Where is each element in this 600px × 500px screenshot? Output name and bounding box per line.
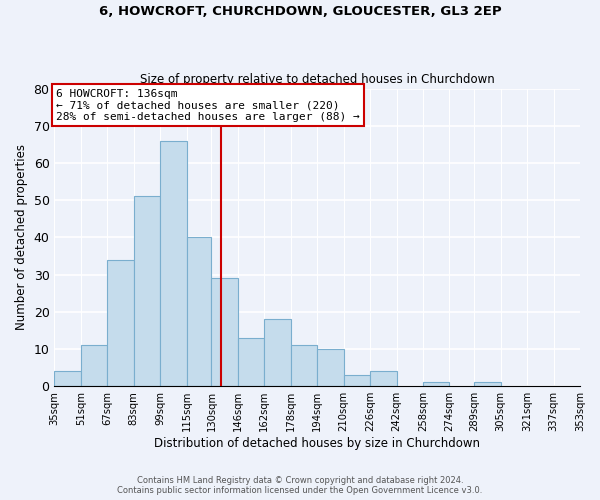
Bar	[474, 382, 500, 386]
Bar	[160, 140, 187, 386]
Title: Size of property relative to detached houses in Churchdown: Size of property relative to detached ho…	[140, 73, 494, 86]
Bar	[134, 196, 160, 386]
Y-axis label: Number of detached properties: Number of detached properties	[15, 144, 28, 330]
Bar	[370, 372, 397, 386]
Bar	[265, 319, 291, 386]
Bar	[423, 382, 449, 386]
Bar	[81, 346, 107, 386]
Text: 6 HOWCROFT: 136sqm
← 71% of detached houses are smaller (220)
28% of semi-detach: 6 HOWCROFT: 136sqm ← 71% of detached hou…	[56, 88, 360, 122]
Bar	[344, 375, 370, 386]
Bar	[211, 278, 238, 386]
Text: 6, HOWCROFT, CHURCHDOWN, GLOUCESTER, GL3 2EP: 6, HOWCROFT, CHURCHDOWN, GLOUCESTER, GL3…	[98, 5, 502, 18]
Bar	[55, 372, 81, 386]
X-axis label: Distribution of detached houses by size in Churchdown: Distribution of detached houses by size …	[154, 437, 480, 450]
Bar	[107, 260, 134, 386]
Text: Contains HM Land Registry data © Crown copyright and database right 2024.
Contai: Contains HM Land Registry data © Crown c…	[118, 476, 482, 495]
Bar	[317, 349, 344, 386]
Bar	[291, 346, 317, 386]
Bar	[187, 238, 211, 386]
Bar	[238, 338, 265, 386]
